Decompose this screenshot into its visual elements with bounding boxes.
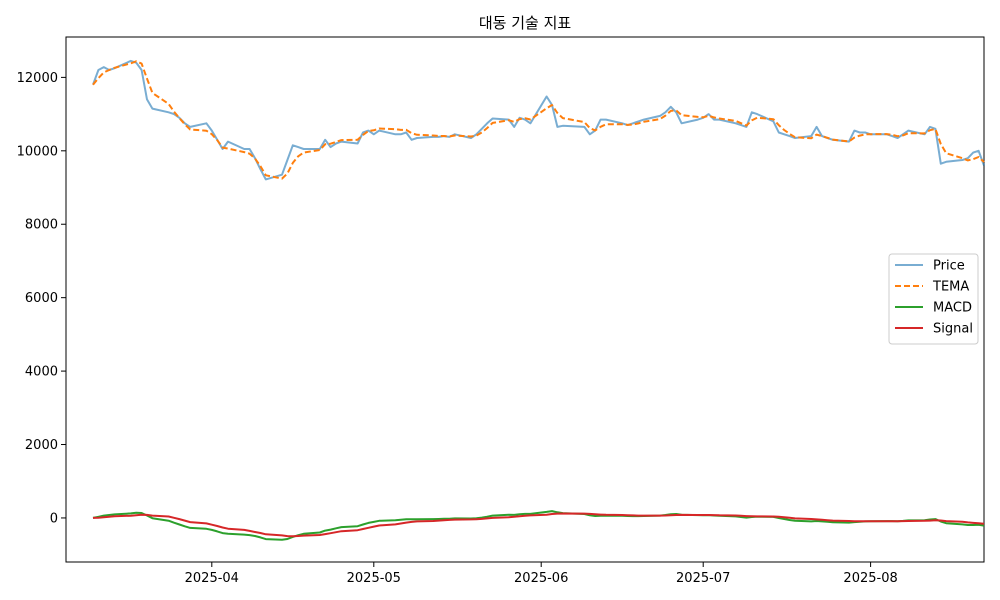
y-tick-label: 8000 <box>25 218 58 233</box>
x-tick-label: 2025-06 <box>514 571 568 586</box>
x-tick-label: 2025-07 <box>676 571 730 586</box>
y-axis: 0 2000 4000 6000 8000 10000 12000 <box>17 71 66 526</box>
series-layer <box>92 59 985 541</box>
legend-label-macd: MACD <box>933 301 972 316</box>
x-tick-label: 2025-04 <box>185 571 239 586</box>
y-tick-label: 0 <box>50 511 58 526</box>
x-axis: 2025-04 2025-05 2025-06 2025-07 2025-08 <box>185 562 898 586</box>
series-line-macd <box>92 510 985 541</box>
y-tick-label: 12000 <box>17 71 58 86</box>
y-tick-label: 6000 <box>25 291 58 306</box>
plot-area <box>65 36 985 563</box>
chart-title: 대동 기술 지표 <box>479 14 572 32</box>
x-tick-label: 2025-08 <box>843 571 897 586</box>
series-line-signal <box>92 512 985 538</box>
legend-label-signal: Signal <box>933 322 973 337</box>
legend: Price TEMA MACD Signal <box>888 253 979 345</box>
legend-label-tema: TEMA <box>932 280 969 295</box>
y-tick-label: 10000 <box>17 144 58 159</box>
x-tick-label: 2025-05 <box>347 571 401 586</box>
series-line-tema <box>92 60 985 180</box>
legend-label-price: Price <box>933 259 965 274</box>
legend-box <box>888 253 979 345</box>
y-tick-label: 2000 <box>25 438 58 453</box>
y-tick-label: 4000 <box>25 365 58 380</box>
